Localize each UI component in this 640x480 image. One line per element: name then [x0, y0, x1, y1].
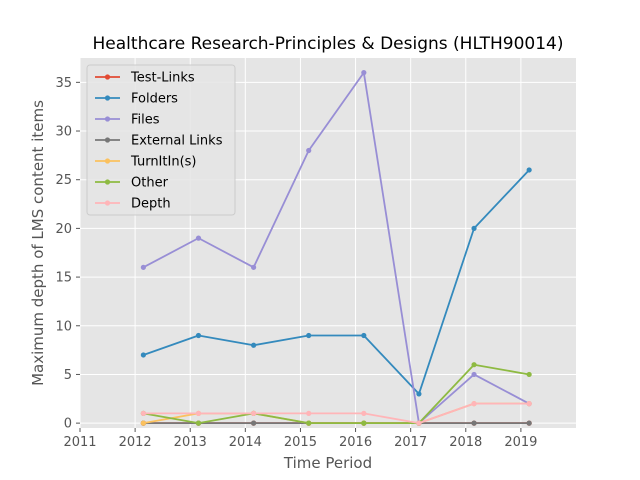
- x-tick-label: 2015: [284, 435, 317, 450]
- x-tick-label: 2016: [339, 435, 372, 450]
- series-line-other: [143, 363, 530, 425]
- data-point-files: [361, 70, 367, 76]
- legend-label: Depth: [131, 197, 171, 212]
- legend-label: Other: [131, 176, 169, 191]
- data-point-files: [251, 264, 257, 270]
- data-point-other: [526, 371, 532, 378]
- legend-label: Test-Links: [130, 71, 195, 86]
- legend-marker: [104, 74, 111, 80]
- chart-title: Healthcare Research-Principles & Designs…: [93, 34, 564, 54]
- legend-marker: [104, 200, 111, 206]
- y-tick-label: 0: [64, 417, 72, 432]
- y-tick-label: 5: [64, 368, 72, 383]
- data-point-files: [471, 371, 477, 378]
- y-axis-title: Maximum depth of LMS content items: [29, 100, 47, 386]
- data-point-folders: [195, 332, 202, 339]
- data-point-folders: [251, 342, 257, 348]
- data-point-turnitin-s: [140, 420, 146, 426]
- data-point-depth: [526, 401, 532, 407]
- data-point-folders: [416, 391, 422, 397]
- data-point-depth: [361, 410, 367, 416]
- data-point-external-links: [526, 420, 532, 426]
- legend-marker: [104, 158, 111, 164]
- data-point-depth: [195, 410, 202, 416]
- series-line-files: [142, 71, 530, 425]
- data-point-external-links: [471, 420, 477, 426]
- y-tick-label: 15: [55, 271, 72, 286]
- data-point-depth: [306, 410, 312, 416]
- data-point-folders: [471, 225, 477, 231]
- series-lines: [140, 70, 532, 426]
- data-point-depth: [471, 401, 477, 407]
- legend-label: Folders: [131, 92, 178, 107]
- series-line-folders: [143, 169, 530, 395]
- data-point-files: [306, 147, 312, 154]
- legend-marker: [104, 137, 111, 143]
- legend-marker: [104, 179, 111, 185]
- data-point-depth: [140, 410, 146, 416]
- x-tick-label: 2017: [394, 435, 427, 450]
- y-tick-label: 10: [55, 319, 72, 334]
- data-point-other: [471, 362, 477, 368]
- data-point-depth: [416, 420, 422, 426]
- legend-marker: [104, 95, 111, 101]
- x-axis-title: Time Period: [283, 454, 372, 472]
- x-tick-label: 2012: [119, 435, 152, 450]
- x-tick-label: 2019: [504, 435, 537, 450]
- data-point-folders: [140, 352, 146, 358]
- y-tick-label: 35: [55, 76, 72, 91]
- legend-label: Files: [131, 113, 160, 128]
- x-tick-label: 2013: [174, 435, 207, 450]
- legend-label: External Links: [131, 134, 223, 149]
- data-point-files: [195, 235, 202, 241]
- legend-box: [86, 64, 236, 216]
- data-point-folders: [361, 332, 367, 339]
- data-point-other: [361, 420, 367, 426]
- legend-label: TurnItIn(s): [130, 155, 196, 170]
- legend: Test-Links Folders Files External Links Turn…: [86, 64, 236, 216]
- x-tick-labels: 2011 2012 2013 2014 2015 2016 2017 2018 2019: [63, 428, 537, 450]
- y-tick-label: 20: [55, 222, 72, 237]
- y-tick-labels: 0 5 10 15 20 25 30 35: [55, 76, 80, 432]
- x-tick-label: 2014: [229, 435, 262, 450]
- data-point-other: [306, 420, 312, 426]
- y-tick-label: 30: [55, 125, 72, 140]
- series-depth: [140, 401, 532, 426]
- data-point-depth: [251, 410, 257, 416]
- series-folders: [140, 167, 532, 397]
- series-line-depth: [143, 402, 530, 425]
- x-tick-label: 2011: [63, 435, 96, 450]
- data-point-folders: [306, 332, 312, 339]
- data-point-files: [140, 264, 146, 270]
- x-tick-label: 2018: [449, 435, 482, 450]
- legend-marker: [104, 116, 111, 122]
- data-point-external-links: [251, 420, 257, 426]
- data-point-folders: [526, 167, 532, 173]
- y-tick-label: 25: [55, 173, 72, 188]
- data-point-other: [195, 420, 202, 426]
- grid: [79, 58, 576, 428]
